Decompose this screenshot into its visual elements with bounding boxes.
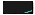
Na$^+$ bbox=[14, 10, 15, 11]
SO$_4^{2-}$ bbox=[18, 9, 19, 10]
SO$_4^{2-}$ bbox=[24, 7, 25, 8]
H$_2$O bbox=[17, 6, 18, 7]
Na$^+$ bbox=[27, 6, 28, 7]
Na$^+$ bbox=[17, 9, 18, 10]
SO$_4^{2-}$ bbox=[17, 9, 18, 10]
H$_2$O bbox=[8, 9, 9, 10]
H$_2$O bbox=[14, 7, 15, 8]
Na$^+$ bbox=[17, 9, 18, 10]
Na$^+$ bbox=[20, 8, 21, 9]
SO$_4^{2-}$ bbox=[20, 8, 21, 9]
Na$^+$ bbox=[30, 5, 31, 6]
Na$^+$ bbox=[30, 5, 31, 6]
SO$_4^{2-}$ bbox=[24, 7, 25, 8]
Line: $\propto t$: $\propto t$ bbox=[13, 4, 21, 7]
SO$_4^{2-}$ bbox=[24, 7, 25, 8]
SO$_4^{2-}$ bbox=[15, 10, 16, 11]
SO$_4^{2-}$ bbox=[14, 10, 15, 11]
H$_2$O bbox=[4, 10, 5, 11]
Na$^+$ bbox=[13, 10, 14, 11]
Na$^+$ bbox=[17, 9, 18, 10]
Na$^+$ bbox=[24, 7, 25, 8]
SO$_4^{2-}$ bbox=[17, 9, 18, 10]
SO$_4^{2-}$ bbox=[21, 8, 22, 9]
SO$_4^{2-}$ bbox=[18, 9, 19, 10]
SO$_4^{2-}$ bbox=[21, 8, 22, 9]
Na$^+$ bbox=[30, 5, 31, 6]
Na$^+$ bbox=[23, 7, 24, 8]
SO$_4^{2-}$ bbox=[21, 8, 22, 9]
SO$_4^{2-}$ bbox=[24, 7, 25, 8]
SO$_4^{2-}$ bbox=[30, 5, 31, 6]
SO$_4^{2-}$ bbox=[24, 7, 25, 8]
H$_2$O bbox=[26, 3, 27, 4]
SO$_4^{2-}$ bbox=[18, 9, 19, 10]
Na$^+$ bbox=[17, 9, 18, 10]
SO$_4^{2-}$ bbox=[15, 10, 16, 11]
Na$^+$ bbox=[21, 8, 22, 9]
SO$_4^{2-}$ bbox=[27, 6, 28, 7]
Na$^+$ bbox=[30, 5, 31, 6]
Na$^+$ bbox=[27, 6, 28, 7]
Na$^+$ bbox=[14, 10, 15, 11]
Na$^+$ bbox=[14, 10, 15, 11]
H$_2$O bbox=[20, 5, 21, 6]
SO$_4^{2-}$ bbox=[21, 8, 22, 9]
SO$_4^{2-}$ bbox=[21, 8, 22, 9]
Na$^+$ bbox=[23, 7, 24, 8]
H$_2$O bbox=[11, 8, 12, 9]
Na$^+$ bbox=[26, 6, 27, 7]
Na$^+$ bbox=[17, 9, 18, 10]
H$_2$O bbox=[23, 4, 24, 5]
Na$^+$ bbox=[24, 7, 25, 8]
SO$_4^{2-}$ bbox=[28, 6, 29, 7]
Na$^+$ bbox=[14, 10, 15, 11]
H$_2$O bbox=[7, 9, 8, 10]
H$_2$O bbox=[17, 6, 18, 7]
Na$^+$ bbox=[30, 5, 31, 6]
H$_2$O bbox=[30, 2, 31, 3]
SO$_4^{2-}$ bbox=[24, 7, 25, 8]
SO$_4^{2-}$ bbox=[17, 9, 18, 10]
